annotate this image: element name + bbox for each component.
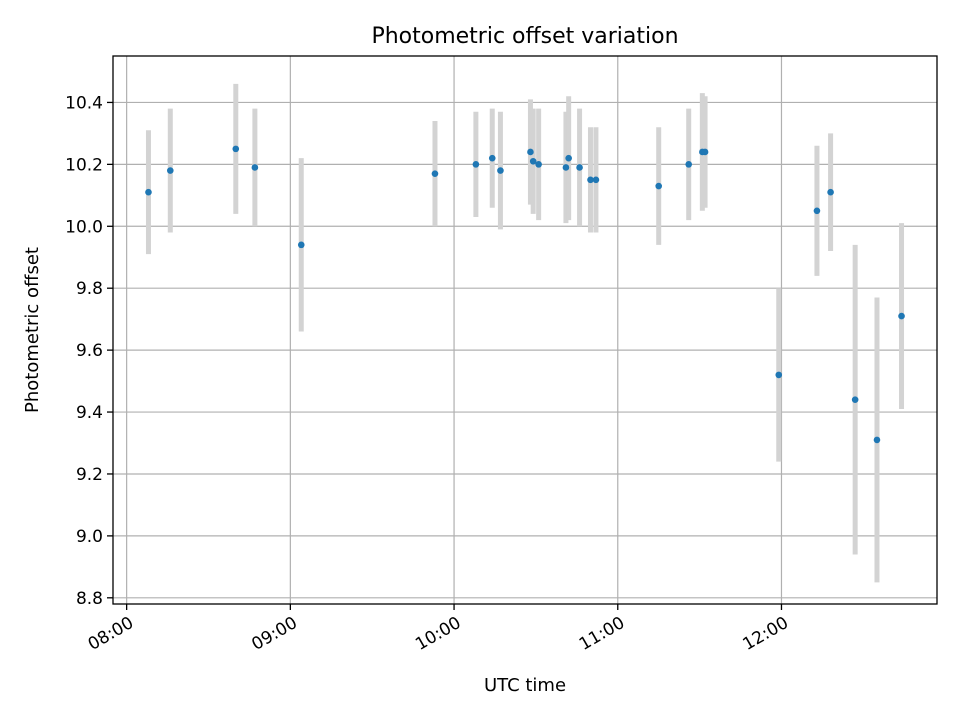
x-tick-label: 12:00: [740, 613, 792, 655]
error-bars: [145, 83, 905, 583]
x-axis-label: UTC time: [484, 675, 566, 696]
y-tick-label: 8.8: [76, 589, 103, 609]
data-point: [232, 145, 240, 153]
y-tick-label: 10.0: [65, 217, 103, 237]
data-points: [145, 145, 905, 444]
data-point: [565, 154, 572, 162]
data-point: [827, 188, 834, 196]
y-tick-label: 9.8: [76, 279, 103, 299]
chart-title: Photometric offset variation: [371, 24, 678, 49]
data-point: [592, 176, 600, 184]
y-tick-label: 9.2: [76, 465, 103, 485]
x-tick-label: 10:00: [412, 613, 464, 655]
data-point: [851, 396, 859, 403]
data-point: [297, 241, 305, 249]
y-tick-label: 9.6: [76, 341, 103, 361]
data-point: [562, 164, 570, 171]
y-tick-label: 9.4: [76, 403, 103, 423]
data-point: [587, 176, 594, 184]
data-point: [813, 207, 821, 215]
data-point: [873, 436, 881, 444]
x-axis-ticks: 08:00 09:00 10:00 11:00 12:00: [85, 604, 792, 655]
x-tick-label: 08:00: [85, 613, 137, 655]
data-point: [145, 188, 152, 196]
y-tick-label: 10.4: [65, 93, 103, 113]
y-axis-ticks: 8.8 9.0 9.2 9.4 9.6 9.8 10.0 10.2 10.4: [65, 93, 113, 609]
data-point: [685, 161, 693, 168]
data-point: [529, 157, 537, 165]
y-axis-label: Photometric offset: [22, 247, 43, 413]
x-tick-label: 11:00: [576, 613, 628, 655]
plot-frame: [112, 55, 938, 605]
data-point: [535, 161, 542, 168]
data-point: [431, 170, 439, 177]
y-tick-label: 9.0: [76, 527, 103, 547]
data-point: [497, 167, 504, 174]
data-point: [251, 164, 259, 171]
data-point: [576, 164, 583, 171]
grid-lines: [113, 56, 937, 604]
data-point: [527, 148, 534, 156]
data-point: [775, 371, 783, 379]
data-point: [472, 161, 480, 168]
data-point: [898, 312, 905, 320]
data-point: [655, 182, 662, 190]
y-tick-label: 10.2: [65, 155, 103, 175]
data-point: [701, 148, 709, 156]
data-point: [166, 167, 174, 174]
data-point: [488, 154, 496, 162]
x-tick-label: 09:00: [248, 613, 300, 655]
